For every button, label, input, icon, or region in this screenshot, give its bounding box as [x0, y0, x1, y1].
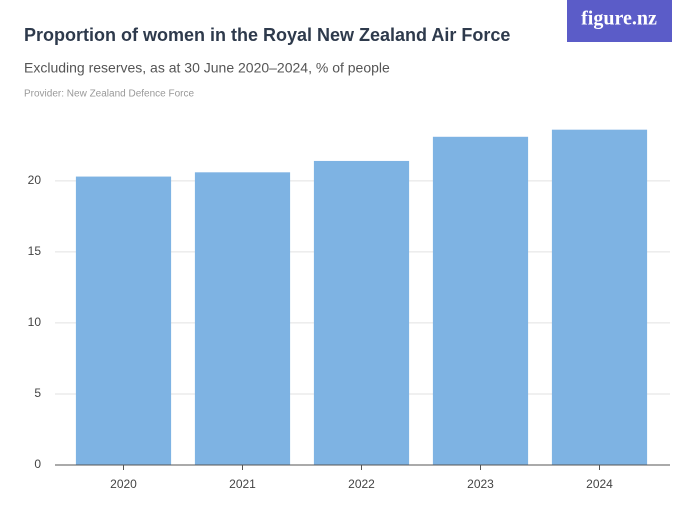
chart-subtitle: Excluding reserves, as at 30 June 2020–2… [24, 60, 390, 76]
bar [551, 129, 648, 465]
logo-box [567, 0, 672, 42]
y-tick-label: 5 [34, 386, 41, 400]
chart-title: Proportion of women in the Royal New Zea… [24, 25, 510, 45]
provider: Provider: New Zealand Defence Force [24, 89, 195, 100]
logo: figure.nz [581, 8, 657, 30]
x-tick-label: 2021 [229, 477, 256, 491]
x-tick-label: 2023 [467, 477, 494, 491]
y-tick-label: 20 [28, 173, 42, 187]
y-tick-label: 0 [34, 457, 41, 471]
x-tick-label: 2024 [586, 477, 613, 491]
y-tick-label: 10 [28, 315, 42, 329]
y-tick-label: 15 [28, 244, 42, 258]
bar [194, 172, 291, 465]
x-tick-label: 2022 [348, 477, 375, 491]
bar [313, 160, 410, 466]
bar [432, 136, 529, 465]
bar [75, 176, 172, 465]
x-tick-label: 2020 [110, 477, 137, 491]
